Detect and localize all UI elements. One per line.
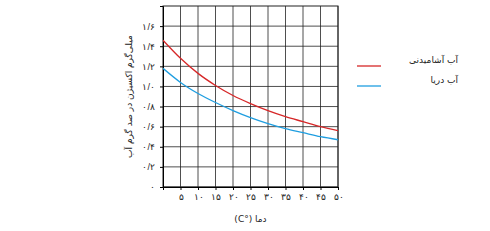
y-tick-mark <box>160 107 163 108</box>
x-tick: ۳۵ <box>281 187 291 202</box>
x-tick: ۵ <box>179 187 184 202</box>
x-tick-mark <box>303 187 304 190</box>
x-tick-mark <box>251 187 252 190</box>
x-tick-label: ۵۰ <box>334 192 344 202</box>
y-tick-label: ۱/۰ <box>142 82 155 92</box>
grid-line <box>163 166 338 167</box>
y-tick-mark <box>160 147 163 148</box>
grid-line <box>303 6 304 187</box>
x-tick: ۴۵ <box>316 187 326 202</box>
y-axis-line <box>160 7 164 188</box>
legend-label: آب دریا <box>431 74 459 85</box>
grid-line <box>163 46 338 47</box>
grid-line <box>180 6 181 187</box>
grid-line <box>163 126 338 127</box>
grid-line <box>268 6 269 187</box>
x-tick-label: ۲۵ <box>246 192 256 202</box>
y-tick-mark <box>160 167 163 168</box>
y-tick: ۱/۲ <box>142 62 163 72</box>
legend-label: آب آشامیدنی <box>409 54 458 65</box>
y-axis: ۰ ۰/۲ ۰/۴ ۰/۶ ۰/۸ ۱/۰ ۱/۲ ۱/۴ ۱/۶ <box>142 7 163 193</box>
x-tick-mark <box>286 187 287 190</box>
x-tick-mark <box>338 187 339 190</box>
grid-line <box>285 6 286 187</box>
grid-line <box>233 6 234 187</box>
x-tick: ۴۰ <box>299 187 309 202</box>
plot-area <box>163 40 338 140</box>
y-tick: ۰/۴ <box>142 142 163 152</box>
x-tick-mark <box>321 187 322 190</box>
x-tick-label: ۴۰ <box>299 192 309 202</box>
grid-line <box>215 6 216 187</box>
x-tick: ۲۰ <box>229 187 239 202</box>
y-tick-label: ۰/۶ <box>142 122 155 132</box>
x-tick-label: ۲۰ <box>229 192 239 202</box>
x-tick-mark <box>233 187 234 190</box>
y-tick: ۰/۶ <box>142 122 163 132</box>
y-tick-mark <box>160 46 163 47</box>
x-tick: ۱۰ <box>194 187 204 202</box>
plot-frame <box>163 6 338 187</box>
grid-line <box>163 146 338 147</box>
series-line <box>163 68 338 139</box>
y-tick-label: ۰ <box>150 182 155 192</box>
grid-line <box>163 26 338 27</box>
legend-swatch <box>357 85 381 86</box>
x-tick-label: ۵ <box>179 192 184 202</box>
y-tick-label: ۰/۴ <box>142 142 155 152</box>
y-tick-label: ۰/۸ <box>142 102 155 112</box>
y-tick-label: ۱/۶ <box>142 21 155 31</box>
y-tick-mark <box>160 187 163 188</box>
x-tick-label: ۴۵ <box>316 192 326 202</box>
legend-swatch <box>357 65 381 66</box>
y-tick: ۰/۸ <box>142 102 163 112</box>
y-tick-mark <box>160 26 163 27</box>
y-tick: ۰ <box>150 182 163 192</box>
x-axis-title: دما (°C) <box>234 214 266 224</box>
y-tick: ۰/۲ <box>142 162 163 172</box>
y-tick-mark <box>160 66 163 67</box>
x-tick-label: ۳۰ <box>264 192 274 202</box>
y-tick: ۱/۴ <box>142 42 163 52</box>
legend: آب آشامیدنی آب دریا <box>357 54 458 86</box>
y-tick-mark <box>160 86 163 87</box>
x-tick-label: ۱۰ <box>194 192 204 202</box>
x-tick: ۵۰ <box>334 187 344 202</box>
x-tick-mark <box>268 187 269 190</box>
x-axis: ۵ ۱۰ ۱۵ ۲۰ ۲۵ ۳۰ ۳۵ ۴۰ ۴۵ ۵۰ <box>164 187 344 202</box>
x-tick: ۱۵ <box>211 187 221 202</box>
y-tick-label: ۰/۲ <box>142 162 155 172</box>
y-tick-label: ۱/۴ <box>142 42 155 52</box>
grid-line <box>163 86 338 87</box>
y-tick: ۱/۰ <box>142 82 163 92</box>
grid-line <box>320 6 321 187</box>
y-tick: ۱/۶ <box>142 21 163 31</box>
chart: ۵ ۱۰ ۱۵ ۲۰ ۲۵ ۳۰ ۳۵ ۴۰ ۴۵ ۵۰ ۰ ۰/۲ ۰/۴ ۰/۶ ۰/۸ ۱/۰ ۱/۲ ۱/… <box>0 0 490 231</box>
y-tick-mark <box>160 127 163 128</box>
y-axis-title: میلی‌گرم اکسیژن در صد گرم آب <box>123 35 134 158</box>
y-tick-label: ۱/۲ <box>142 62 155 72</box>
grid-line <box>198 6 199 187</box>
grid-line <box>163 106 338 107</box>
x-tick: ۲۵ <box>246 187 256 202</box>
x-axis-line <box>164 188 339 191</box>
x-tick-mark <box>198 187 199 190</box>
x-tick-label: ۳۵ <box>281 192 291 202</box>
x-tick-label: ۱۵ <box>211 192 221 202</box>
x-tick-mark <box>181 187 182 190</box>
x-tick-mark <box>216 187 217 190</box>
grid <box>163 6 338 187</box>
x-tick: ۳۰ <box>264 187 274 202</box>
grid-line <box>250 6 251 187</box>
